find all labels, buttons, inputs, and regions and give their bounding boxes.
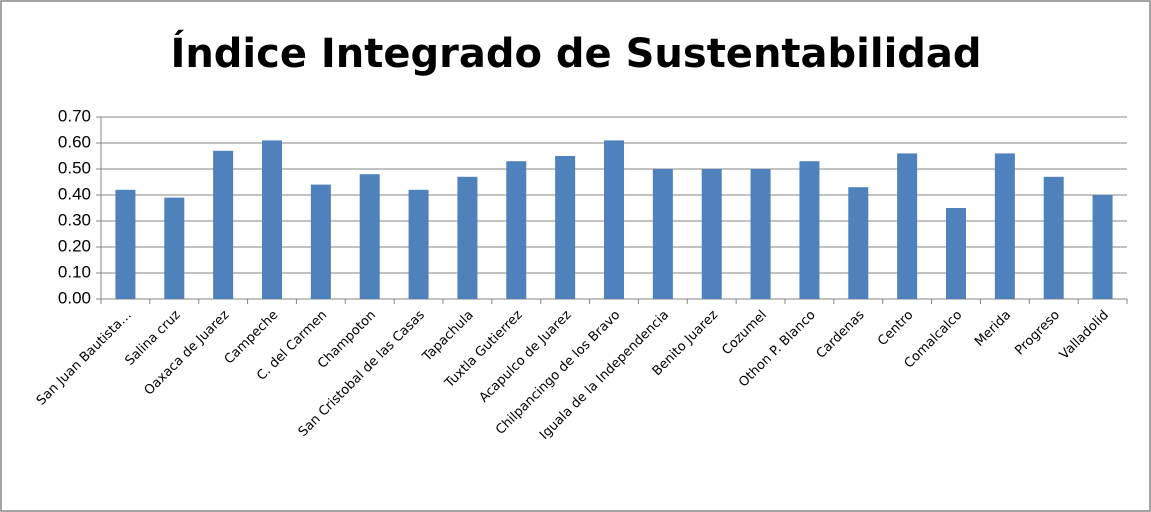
bar (701, 169, 722, 299)
bar (1043, 176, 1064, 299)
bar (799, 161, 820, 299)
y-tick-label: 0.70 (58, 106, 91, 125)
bar (946, 208, 966, 299)
bar (994, 153, 1015, 299)
bar (750, 169, 771, 299)
bar (457, 176, 478, 299)
bar (164, 197, 185, 299)
bar (604, 140, 624, 299)
y-tick-label: 0.40 (58, 184, 91, 203)
y-tick-label: 0.60 (58, 132, 91, 151)
bar (506, 161, 527, 299)
bar (262, 140, 282, 299)
y-tick-label: 0.20 (58, 236, 91, 255)
y-tick-label: 0.50 (58, 158, 91, 177)
y-tick-label: 0.00 (58, 288, 91, 307)
bar (652, 169, 673, 299)
bar (897, 153, 918, 299)
bar (555, 156, 576, 299)
bar (408, 189, 429, 299)
y-tick-label: 0.10 (58, 262, 91, 281)
bar (310, 184, 331, 299)
bar (213, 150, 234, 299)
bar (115, 189, 136, 299)
y-tick-label: 0.30 (58, 210, 91, 229)
chart-title: Índice Integrado de Sustentabilidad (170, 29, 981, 77)
bar (848, 187, 869, 299)
bar (359, 174, 380, 299)
bar (1092, 195, 1113, 299)
